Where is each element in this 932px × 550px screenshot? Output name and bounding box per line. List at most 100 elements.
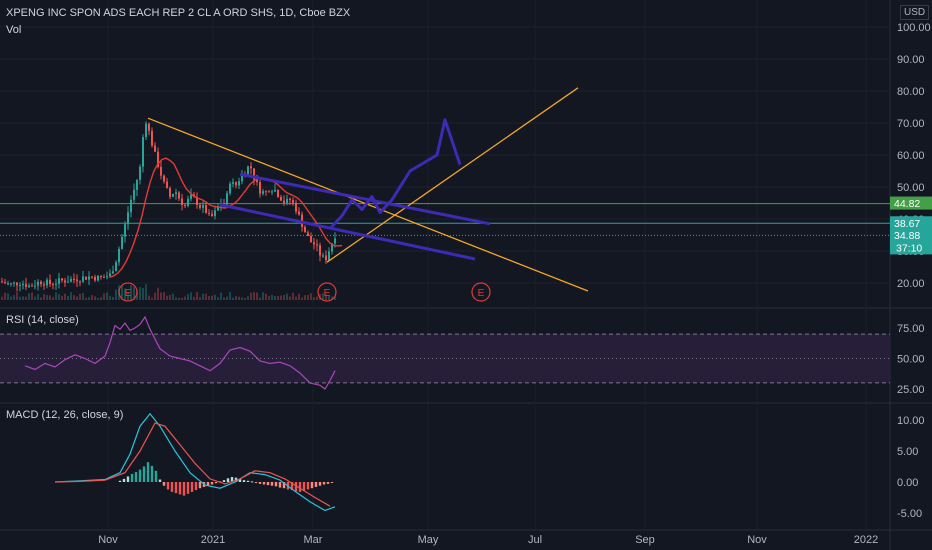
volume-bar xyxy=(298,293,300,300)
volume-bar xyxy=(91,295,93,300)
candle-body xyxy=(214,210,216,217)
volume-label: Vol xyxy=(6,24,22,36)
volume-bar xyxy=(238,296,240,300)
volume-bar xyxy=(205,293,207,300)
macd-histogram-bar xyxy=(270,482,274,486)
candle-body xyxy=(118,248,120,263)
candle-body xyxy=(58,278,60,284)
candle-body xyxy=(100,275,102,278)
candle-body xyxy=(274,190,276,192)
macd-histogram-bar xyxy=(138,469,142,482)
channel-lower-line xyxy=(219,203,476,261)
volume-bar xyxy=(184,296,186,300)
candle-body xyxy=(253,168,255,180)
macd-histogram-bar xyxy=(178,482,182,495)
candle-body xyxy=(73,279,75,281)
candle-body xyxy=(103,277,105,279)
candle-body xyxy=(256,179,258,182)
candle-body xyxy=(181,198,183,205)
candle-body xyxy=(211,213,213,217)
volume-bar xyxy=(229,292,231,300)
macd-histogram-bar xyxy=(326,482,330,484)
candle-body xyxy=(112,271,114,274)
volume-bar xyxy=(61,295,63,300)
candle-body xyxy=(238,181,240,186)
macd-pane[interactable] xyxy=(54,412,336,512)
candle-body xyxy=(64,280,66,283)
candle-body xyxy=(202,205,204,208)
candle-body xyxy=(283,200,285,204)
volume-bar xyxy=(310,293,312,300)
macd-histogram-bar xyxy=(210,482,214,485)
candle-body xyxy=(265,191,267,193)
time-tick-label: Jul xyxy=(528,534,542,546)
macd-histogram-bar xyxy=(262,482,266,485)
volume-bar xyxy=(334,296,336,300)
candle-body xyxy=(292,200,294,203)
volume-bar xyxy=(19,296,21,300)
candle-body xyxy=(67,281,69,283)
candle-body xyxy=(313,242,315,245)
volume-bar xyxy=(139,287,141,300)
candle-body xyxy=(61,278,63,281)
volume-bar xyxy=(133,286,135,300)
macd-histogram-bar xyxy=(242,480,246,482)
volume-bar xyxy=(142,287,144,300)
rsi-pane[interactable] xyxy=(0,315,890,390)
volume-bar xyxy=(325,294,327,300)
volume-bar xyxy=(154,292,156,300)
macd-histogram-bar xyxy=(318,482,322,486)
candle-body xyxy=(121,236,123,249)
volume-bar xyxy=(214,294,216,300)
price-tag-value: 44.82 xyxy=(894,198,920,210)
price-tick-label: 70.00 xyxy=(897,118,925,130)
price-tag-countdown: 37:10 xyxy=(896,242,922,254)
candle-body xyxy=(115,262,117,272)
macd-histogram-bar xyxy=(134,472,138,482)
volume-bar xyxy=(100,297,102,300)
volume-bar xyxy=(196,292,198,300)
volume-bar xyxy=(235,296,237,300)
volume-bar xyxy=(85,297,87,300)
volume-bar xyxy=(28,293,30,300)
price-tick-label: 50.00 xyxy=(897,182,925,194)
candle-body xyxy=(286,198,288,204)
earnings-marker xyxy=(317,282,337,302)
volume-bar xyxy=(40,297,42,300)
channel-upper-line xyxy=(239,172,491,226)
volume-bar xyxy=(37,294,39,300)
price-tag-box xyxy=(890,196,932,210)
macd-line xyxy=(54,412,336,512)
candle-body xyxy=(307,232,309,236)
macd-histogram-bar xyxy=(146,462,150,482)
volume-bar xyxy=(220,292,222,300)
macd-histogram-bar xyxy=(126,476,130,482)
macd-histogram-bar xyxy=(230,477,234,482)
candle-body xyxy=(322,255,324,257)
rsi-tick-label: 75.00 xyxy=(897,323,925,335)
volume-bar xyxy=(226,296,228,300)
macd-histogram-bar xyxy=(182,482,186,496)
macd-histogram-bar xyxy=(290,482,294,491)
candle-body xyxy=(166,181,168,189)
currency-label[interactable]: USD xyxy=(900,5,930,20)
volume-bar xyxy=(289,296,291,300)
candle-body xyxy=(157,151,159,167)
time-tick-label: Sep xyxy=(635,534,655,546)
price-tick-label: 80.00 xyxy=(897,86,925,98)
candle-body xyxy=(247,166,249,175)
volume-bar xyxy=(157,287,159,300)
macd-histogram-bar xyxy=(154,470,158,482)
macd-histogram-bar xyxy=(122,478,126,482)
candle-body xyxy=(46,279,48,286)
volume-bar xyxy=(211,295,213,300)
macd-histogram-bar xyxy=(158,479,162,482)
price-axis[interactable]: 20.0030.0040.0050.0060.0070.0080.0090.00… xyxy=(890,22,932,520)
macd-tick-label: 10.00 xyxy=(897,415,925,427)
volume-bar xyxy=(34,296,36,300)
macd-histogram-bar xyxy=(142,466,146,482)
macd-histogram-bar xyxy=(306,482,310,490)
time-axis[interactable]: Nov 2021 Mar May Jul Sep Nov 2022 xyxy=(98,534,878,546)
